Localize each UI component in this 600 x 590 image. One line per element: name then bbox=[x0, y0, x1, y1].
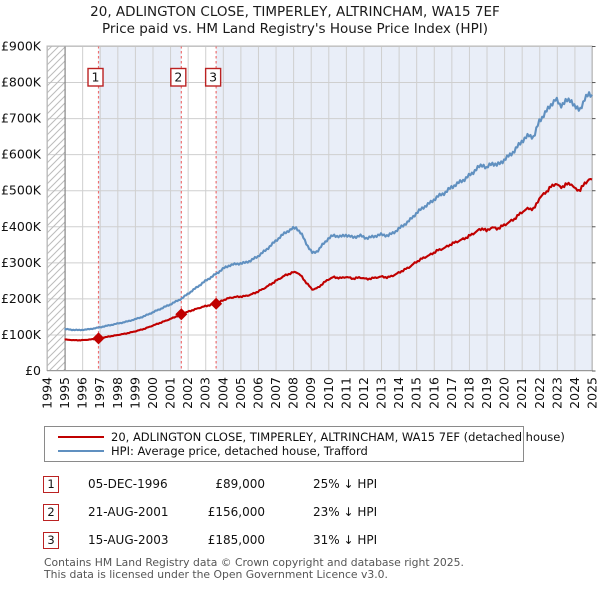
x-axis-label: 2005 bbox=[233, 377, 248, 409]
chart-legend: 20, ADLINGTON CLOSE, TIMPERLEY, ALTRINCH… bbox=[44, 426, 565, 462]
x-axis-label: 2000 bbox=[145, 377, 160, 409]
x-axis-label: 2021 bbox=[514, 377, 529, 409]
price-paid-line bbox=[64, 177, 593, 342]
sale-number-flag bbox=[87, 67, 104, 87]
x-axis-label: 2001 bbox=[163, 377, 178, 409]
sale-price: £89,000 bbox=[215, 477, 265, 491]
sale-row: 3 15-AUG-2003 £185,000 31% ↓ HPI bbox=[43, 532, 563, 550]
legend-label-price-paid: 20, ADLINGTON CLOSE, TIMPERLEY, ALTRINCH… bbox=[111, 430, 565, 444]
sale-number-flag-label: 3 bbox=[209, 70, 217, 85]
x-axis-label: 2024 bbox=[567, 377, 582, 409]
x-axis-label: 1995 bbox=[57, 377, 72, 409]
page-subtitle: Price paid vs. HM Land Registry's House … bbox=[102, 21, 488, 37]
price-paid-line-swatch bbox=[58, 436, 104, 439]
y-axis-label: £300K bbox=[1, 255, 42, 270]
x-axis-label: 1998 bbox=[110, 377, 125, 409]
sale-number-badge: 1 bbox=[43, 476, 59, 493]
sale-row: 2 21-AUG-2001 £156,000 23% ↓ HPI bbox=[43, 504, 563, 522]
sale-date: 15-AUG-2003 bbox=[88, 533, 169, 547]
x-axis-label: 2022 bbox=[532, 377, 547, 409]
y-axis-label: £200K bbox=[1, 291, 42, 306]
no-data-hatch bbox=[47, 46, 65, 371]
sale-row: 1 05-DEC-1996 £89,000 25% ↓ HPI bbox=[43, 476, 563, 494]
sale-price: £185,000 bbox=[207, 533, 265, 547]
legend-label-hpi: HPI: Average price, detached house, Traf… bbox=[111, 444, 368, 458]
sale-number-badge: 3 bbox=[43, 532, 59, 549]
y-axis-label: £900K bbox=[1, 40, 42, 54]
price-chart: 1 2 3 £0 £100K £200K £300K £400K £500K £600K £700K… bbox=[1, 40, 600, 409]
x-axis-label: 2008 bbox=[286, 377, 301, 409]
sale-number-flag-label: 1 bbox=[92, 70, 100, 85]
x-axis-label: 2011 bbox=[338, 377, 353, 409]
x-axis-label: 1994 bbox=[40, 377, 55, 409]
x-axis-label: 1996 bbox=[75, 377, 90, 409]
x-axis-label: 2025 bbox=[585, 377, 600, 409]
page-title: 20, ADLINGTON CLOSE, TIMPERLEY, ALTRINCH… bbox=[90, 4, 500, 20]
x-axis-label: 2002 bbox=[180, 377, 195, 409]
x-axis-label: 2007 bbox=[268, 377, 283, 409]
y-axis-label: £0 bbox=[25, 363, 41, 378]
hpi-line bbox=[64, 91, 593, 332]
y-axis-label: £400K bbox=[1, 219, 42, 234]
y-axis-label: £600K bbox=[1, 147, 42, 162]
x-axis-label: 2006 bbox=[250, 377, 265, 409]
y-axis-label: £700K bbox=[1, 111, 42, 126]
y-axis-label: £500K bbox=[1, 183, 42, 198]
sale-number-flag bbox=[170, 67, 187, 87]
x-axis-label: 2009 bbox=[303, 377, 318, 409]
x-axis-label: 2015 bbox=[409, 377, 424, 409]
x-axis-label: 2014 bbox=[391, 377, 406, 409]
x-axis-label: 2019 bbox=[479, 377, 494, 409]
sale-price: £156,000 bbox=[207, 505, 265, 519]
x-axis-label: 1997 bbox=[92, 377, 107, 409]
sale-date: 05-DEC-1996 bbox=[88, 477, 168, 491]
x-axis-label: 2020 bbox=[497, 377, 512, 409]
hpi-line-swatch bbox=[58, 450, 104, 453]
sale-number-flag bbox=[204, 67, 222, 87]
sale-point-marker bbox=[175, 308, 188, 321]
sale-number-flag-label: 2 bbox=[174, 70, 182, 85]
x-axis-label: 2016 bbox=[426, 377, 441, 409]
x-axis-label: 1999 bbox=[127, 377, 142, 409]
sale-vs-hpi: 25% ↓ HPI bbox=[313, 477, 378, 491]
x-axis-label: 2012 bbox=[356, 377, 371, 409]
sale-point-marker bbox=[210, 297, 223, 310]
x-axis-label: 2017 bbox=[444, 377, 459, 409]
sale-point-marker bbox=[92, 332, 105, 345]
sale-vs-hpi: 31% ↓ HPI bbox=[313, 533, 378, 547]
x-axis-label: 2013 bbox=[374, 377, 389, 409]
footer-line-crown-copyright: Contains HM Land Registry data © Crown c… bbox=[44, 556, 464, 569]
footer-line-open-government-licence: This data is licensed under the Open Gov… bbox=[44, 567, 388, 581]
x-axis-label: 2010 bbox=[321, 377, 336, 409]
sale-date: 21-AUG-2001 bbox=[88, 505, 169, 519]
sale-vs-hpi: 23% ↓ HPI bbox=[313, 505, 378, 519]
x-axis-label: 2004 bbox=[215, 377, 230, 409]
y-axis-label: £800K bbox=[1, 75, 42, 90]
license-footer: Contains HM Land Registry data © Crown c… bbox=[44, 557, 464, 580]
x-axis-label: 2003 bbox=[198, 377, 213, 409]
x-axis-label: 2023 bbox=[549, 377, 564, 409]
y-axis-label: £100K bbox=[1, 327, 42, 342]
ownership-band bbox=[98, 46, 182, 371]
sale-number-badge: 2 bbox=[43, 504, 59, 521]
x-axis-label: 2018 bbox=[461, 377, 476, 409]
